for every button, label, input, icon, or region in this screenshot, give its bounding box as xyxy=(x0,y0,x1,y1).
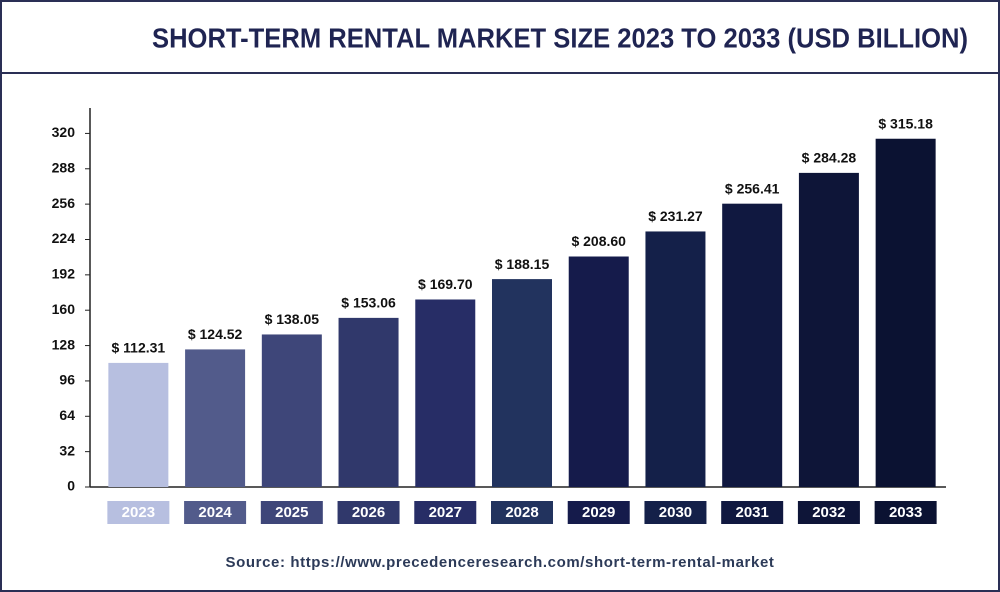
x-tick-label: 2026 xyxy=(352,504,385,521)
x-tick-label: 2023 xyxy=(122,504,155,521)
value-label: $ 231.27 xyxy=(648,208,703,224)
category-box xyxy=(260,501,323,524)
bar xyxy=(875,138,936,488)
value-label: $ 124.52 xyxy=(188,326,243,342)
y-tick-label: 256 xyxy=(52,195,76,211)
x-tick-label: 2024 xyxy=(198,504,232,521)
value-label: $ 315.18 xyxy=(878,115,933,131)
value-label: $ 138.05 xyxy=(265,311,320,327)
y-tick-label: 0 xyxy=(67,478,75,494)
x-tick-label: 2025 xyxy=(275,504,308,521)
y-tick-label: 288 xyxy=(52,159,76,175)
category-box xyxy=(644,501,707,524)
category-box xyxy=(721,501,784,524)
category-box xyxy=(874,501,937,524)
value-label: $ 188.15 xyxy=(495,256,550,272)
category-box xyxy=(107,501,170,524)
y-tick-label: 320 xyxy=(52,124,76,140)
x-tick-label: 2031 xyxy=(735,504,768,521)
bar xyxy=(338,317,399,487)
value-label: $ 169.70 xyxy=(418,276,473,292)
bar xyxy=(261,334,322,487)
category-box xyxy=(797,501,860,524)
x-tick-label: 2033 xyxy=(889,504,922,521)
y-tick-label: 160 xyxy=(52,301,76,317)
bar xyxy=(108,362,169,487)
y-tick-label: 32 xyxy=(59,442,75,458)
value-label: $ 256.41 xyxy=(725,180,780,196)
category-box xyxy=(184,501,247,524)
y-tick-label: 96 xyxy=(59,372,75,388)
x-tick-label: 2032 xyxy=(812,504,845,521)
value-label: $ 112.31 xyxy=(111,340,165,356)
y-tick-label: 192 xyxy=(52,266,76,282)
source: Source: https://www.precedenceresearch.c… xyxy=(226,554,775,571)
category-box xyxy=(414,501,477,524)
bar xyxy=(568,256,629,487)
bar xyxy=(798,172,859,487)
x-tick-label: 2030 xyxy=(659,504,692,521)
y-tick-label: 224 xyxy=(52,230,76,246)
category-box xyxy=(567,501,630,524)
category-box xyxy=(337,501,400,524)
bar xyxy=(722,203,783,487)
value-label: $ 284.28 xyxy=(802,150,857,166)
y-tick-label: 64 xyxy=(59,407,75,423)
bar xyxy=(645,231,706,487)
x-tick-label: 2029 xyxy=(582,504,615,521)
value-label: $ 153.06 xyxy=(341,295,396,311)
bar xyxy=(415,299,476,487)
y-tick-label: 128 xyxy=(52,336,76,352)
x-tick-label: 2028 xyxy=(505,504,538,521)
bar xyxy=(185,349,246,487)
chart-title: SHORT-TERM RENTAL MARKET SIZE 2023 TO 20… xyxy=(152,22,968,53)
x-tick-label: 2027 xyxy=(429,504,462,521)
bar xyxy=(492,279,552,487)
category-box xyxy=(491,501,553,524)
value-label: $ 208.60 xyxy=(571,233,626,249)
